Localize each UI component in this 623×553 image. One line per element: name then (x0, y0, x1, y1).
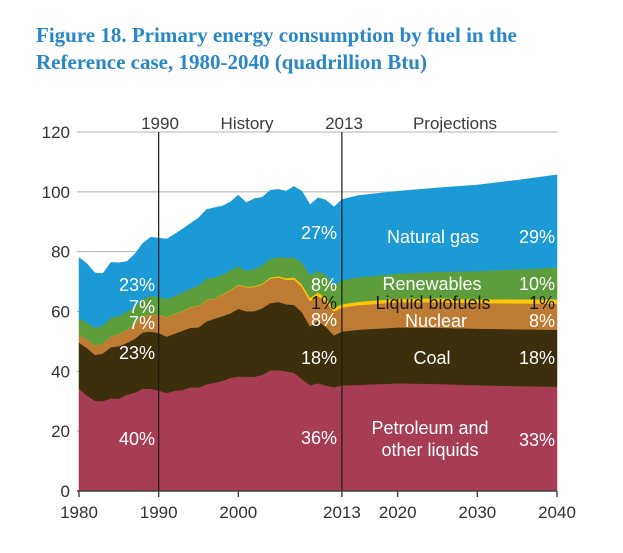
series-label-petroleum-and: Petroleum and (371, 418, 488, 438)
percent-coal-1990: 23% (119, 343, 155, 363)
percent-renewables-2040: 10% (519, 274, 555, 294)
percent-liquid-biofuels-2013: 1% (311, 293, 337, 313)
percent-petroleum-and-other-liquids-2040: 33% (519, 430, 555, 450)
series-label-other-liquids: other liquids (381, 440, 478, 460)
y-tick-label-20: 20 (51, 422, 70, 441)
figure-title: Figure 18. Primary energy consumption by… (36, 22, 596, 76)
percent-nuclear-2040: 8% (529, 311, 555, 331)
percent-nuclear-2013: 8% (311, 310, 337, 330)
percent-petroleum-and-other-liquids-1990: 40% (119, 429, 155, 449)
x-tick-label-2030: 2030 (458, 503, 496, 522)
x-tick-label-2000: 2000 (219, 503, 257, 522)
percent-renewables-2013: 8% (311, 275, 337, 295)
figure-title-line2: Reference case, 1980-2040 (quadrillion B… (36, 50, 427, 74)
x-tick-label-2020: 2020 (379, 503, 417, 522)
header-label-history: History (221, 114, 274, 133)
percent-natural-gas-2013: 27% (301, 223, 337, 243)
y-tick-label-120: 120 (42, 123, 70, 142)
x-tick-label-2040: 2040 (538, 503, 576, 522)
series-label-renewables: Renewables (382, 274, 481, 294)
x-tick-label-1980: 1980 (60, 503, 98, 522)
y-tick-label-100: 100 (42, 183, 70, 202)
series-label-nuclear: Nuclear (405, 311, 467, 331)
percent-natural-gas-1990: 23% (119, 275, 155, 295)
percent-renewables-1990: 7% (129, 297, 155, 317)
y-tick-label-0: 0 (61, 482, 70, 501)
header-label-projections: Projections (413, 114, 497, 133)
percent-liquid-biofuels-2040: 1% (529, 293, 555, 313)
x-tick-label-2013: 2013 (323, 503, 361, 522)
header-label-2013: 2013 (325, 114, 363, 133)
x-tick-label-1990: 1990 (140, 503, 178, 522)
y-tick-label-40: 40 (51, 362, 70, 381)
y-tick-label-60: 60 (51, 303, 70, 322)
percent-petroleum-and-other-liquids-2013: 36% (301, 428, 337, 448)
area-natural-gas (78, 174, 558, 329)
y-tick-label-80: 80 (51, 243, 70, 262)
percent-coal-2013: 18% (301, 348, 337, 368)
percent-nuclear-1990: 7% (129, 313, 155, 333)
series-label-natural-gas: Natural gas (387, 227, 479, 247)
series-label-liquid-biofuels: Liquid biofuels (375, 293, 490, 313)
figure-title-line1: Figure 18. Primary energy consumption by… (36, 23, 517, 47)
header-label-1990: 1990 (141, 114, 179, 133)
percent-coal-2040: 18% (519, 348, 555, 368)
series-label-coal: Coal (413, 348, 450, 368)
percent-natural-gas-2040: 29% (519, 227, 555, 247)
